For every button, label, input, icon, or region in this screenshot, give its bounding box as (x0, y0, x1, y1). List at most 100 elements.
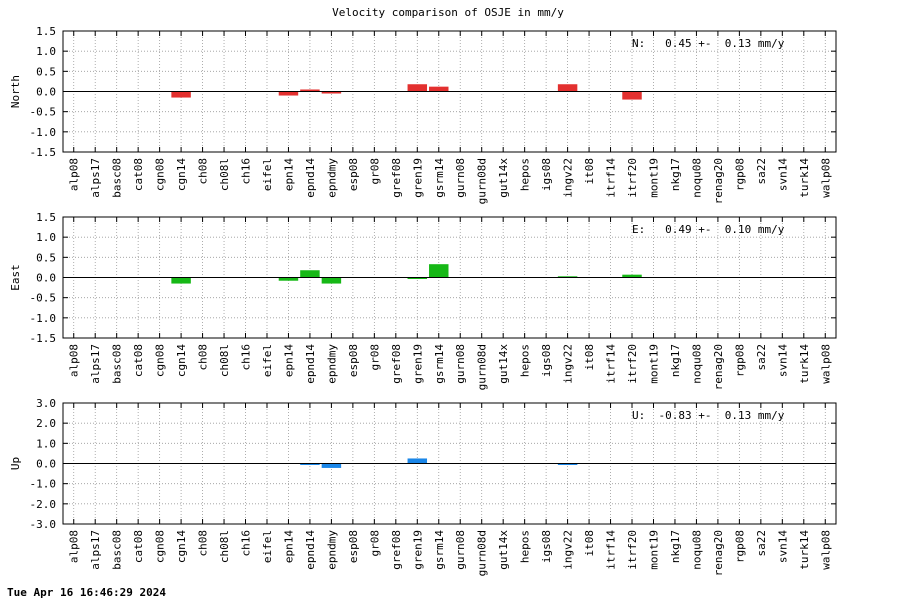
y-tick-label: -1.0 (30, 126, 57, 139)
x-tick-label: esp08 (347, 530, 360, 563)
y-tick-label: 0.5 (36, 251, 56, 264)
x-tick-label: alps17 (89, 530, 102, 570)
x-tick-label: sa22 (755, 158, 768, 185)
bar-epndmy (321, 91, 342, 94)
y-tick-label: 1.0 (36, 45, 56, 58)
x-tick-label: gren19 (411, 530, 424, 570)
y-axis-label: Up (9, 457, 22, 470)
x-tick-label: gurn08d (476, 530, 489, 576)
x-tick-label: gsrm14 (433, 158, 446, 198)
x-tick-label: noqu08 (690, 158, 703, 198)
x-tick-label: alps17 (89, 344, 102, 384)
bar-epn14 (278, 91, 299, 96)
y-axis-label: North (9, 75, 22, 108)
bar-gren19 (407, 277, 428, 279)
x-tick-label: cgn14 (175, 158, 188, 191)
bar-gren19 (407, 458, 428, 464)
chart-title: Velocity comparison of OSJE in mm/y (332, 6, 564, 19)
x-tick-label: gren19 (411, 344, 424, 384)
x-tick-label: alp08 (68, 158, 81, 191)
bar-itrf20 (622, 91, 642, 100)
bar-ingv22 (557, 84, 578, 92)
x-tick-label: turk14 (798, 344, 811, 384)
bar-cgn14 (171, 277, 191, 284)
x-tick-label: basc08 (111, 158, 124, 198)
x-tick-label: igs08 (540, 530, 553, 563)
y-tick-label: 1.0 (36, 231, 56, 244)
x-tick-label: basc08 (111, 530, 124, 570)
x-tick-label: svn14 (776, 344, 789, 377)
x-tick-label: eifel (261, 530, 274, 563)
bar-epnd14 (300, 270, 320, 278)
x-tick-label: gr08 (368, 158, 381, 185)
y-tick-label: -1.0 (30, 478, 57, 491)
y-tick-label: 0.5 (36, 65, 56, 78)
x-tick-label: ch16 (240, 530, 253, 557)
bar-epndmy (321, 277, 342, 284)
y-tick-label: 0.0 (36, 86, 56, 99)
x-tick-label: cgn08 (154, 344, 167, 377)
panel-north: 1.5 1.0 0.5 0.0 -0.5 -1.0 -1.5 N: 0.45 +- 0.13 … (9, 25, 837, 204)
x-tick-label: turk14 (798, 530, 811, 570)
x-tick-label: epn14 (282, 530, 295, 563)
y-tick-label: -3.0 (30, 518, 57, 531)
x-tick-label: gref08 (390, 530, 403, 570)
x-tick-label: epndmy (325, 530, 338, 570)
x-tick-label: cgn08 (154, 158, 167, 191)
x-tick-label: epnd14 (304, 530, 317, 570)
x-tick-label: mont19 (647, 158, 660, 198)
bar-cgn14 (171, 91, 191, 98)
x-tick-label: ingv22 (562, 344, 575, 384)
y-tick-label: -0.5 (30, 106, 57, 119)
x-tick-label: ch08l (218, 158, 231, 191)
bar-epnd14 (300, 463, 320, 465)
x-tick-label: alp08 (68, 530, 81, 563)
bar-gsrm14 (429, 86, 449, 92)
y-axis-label: East (9, 264, 22, 291)
x-tick-label: itrf20 (626, 530, 639, 570)
y-tick-label: -1.5 (30, 146, 57, 159)
x-tick-label: gren19 (411, 158, 424, 198)
x-tick-label: nkg17 (669, 158, 682, 191)
y-tick-label: 1.5 (36, 25, 56, 38)
x-tick-label: esp08 (347, 158, 360, 191)
velocity-annotation: E: 0.49 +- 0.10 mm/y (632, 223, 785, 236)
x-tick-label: eifel (261, 344, 274, 377)
x-tick-label: ch08l (218, 344, 231, 377)
y-tick-label: 1.0 (36, 437, 56, 450)
y-tick-label: -1.0 (30, 312, 57, 325)
x-tick-label: walp08 (819, 158, 832, 198)
y-tick-label: -0.5 (30, 292, 57, 305)
x-tick-label: itrf14 (605, 530, 618, 570)
velocity-annotation: N: 0.45 +- 0.13 mm/y (632, 37, 785, 50)
x-tick-label: ch08 (197, 530, 210, 557)
x-tick-label: nkg17 (669, 344, 682, 377)
x-tick-label: ingv22 (562, 158, 575, 198)
timestamp-footer: Tue Apr 16 16:46:29 2024 (7, 586, 166, 599)
x-tick-label: gr08 (368, 530, 381, 557)
y-tick-label: 2.0 (36, 417, 56, 430)
x-tick-label: sa22 (755, 530, 768, 557)
bar-gsrm14 (429, 264, 449, 278)
bar-epn14 (278, 277, 299, 281)
x-tick-label: cat08 (132, 344, 145, 377)
y-tick-label: 3.0 (36, 397, 56, 410)
x-tick-label: epn14 (282, 158, 295, 191)
x-tick-label: gref08 (390, 344, 403, 384)
x-tick-label: noqu08 (690, 530, 703, 570)
x-tick-label: ch16 (240, 344, 253, 371)
x-tick-label: itrf14 (605, 158, 618, 198)
x-tick-label: gurn08 (454, 344, 467, 384)
y-tick-label: -1.5 (30, 332, 57, 345)
x-tick-label: ch16 (240, 158, 253, 185)
x-tick-label: it08 (583, 158, 596, 185)
x-tick-label: cat08 (132, 530, 145, 563)
x-tick-label: renag20 (712, 530, 725, 576)
bar-epnd14 (300, 89, 320, 92)
x-tick-label: svn14 (776, 158, 789, 191)
x-tick-label: ch08 (197, 344, 210, 371)
x-tick-label: itrf20 (626, 158, 639, 198)
bar-ingv22 (557, 463, 578, 465)
x-tick-label: noqu08 (690, 344, 703, 384)
x-tick-label: gr08 (368, 344, 381, 371)
